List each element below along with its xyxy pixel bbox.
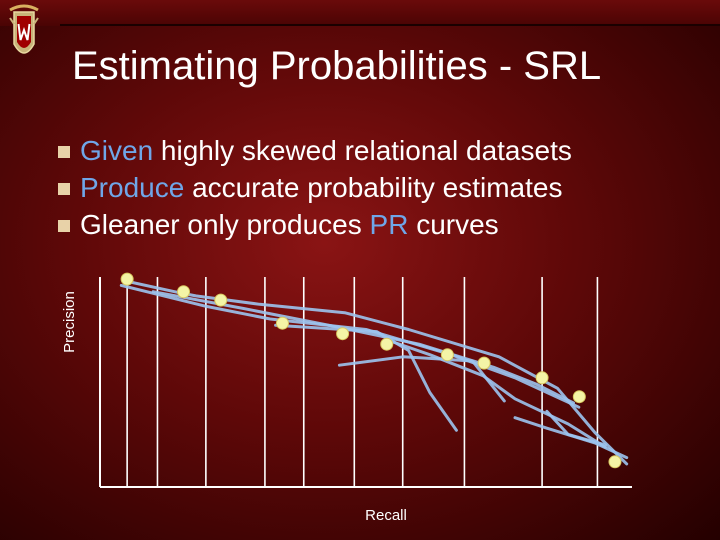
probability-point xyxy=(214,293,228,307)
pr-curve-line xyxy=(274,323,458,432)
probability-point xyxy=(120,272,134,286)
probability-point xyxy=(572,390,586,404)
bullet-text: accurate probability estimates xyxy=(184,172,563,203)
bullet-highlight: PR xyxy=(369,209,409,240)
pr-curve-line xyxy=(125,279,629,466)
pr-curve-line xyxy=(513,416,629,460)
chart-grid xyxy=(126,277,599,487)
bullet-item: Given highly skewed relational datasets xyxy=(58,132,572,169)
bullet-marker-icon xyxy=(58,146,70,158)
title-rule xyxy=(60,24,720,26)
bullet-item: Produce accurate probability estimates xyxy=(58,169,572,206)
bullet-text: highly skewed relational datasets xyxy=(153,135,572,166)
bullet-marker-icon xyxy=(58,183,70,195)
probability-point xyxy=(380,337,394,351)
top-bar xyxy=(0,0,720,26)
bullet-text: Gleaner only produces xyxy=(80,209,370,240)
probability-point xyxy=(336,327,350,341)
slide-title: Estimating Probabilities - SRL xyxy=(72,44,602,88)
pr-curves xyxy=(119,279,629,466)
probability-point xyxy=(608,455,622,469)
probability-point xyxy=(535,371,549,385)
bullet-text: curves xyxy=(408,209,499,240)
x-axis-label: Recall xyxy=(365,507,407,524)
bullet-highlight: Given xyxy=(80,135,154,166)
pr-curve-line xyxy=(337,355,506,403)
probability-points xyxy=(120,272,622,469)
probability-point xyxy=(177,285,191,299)
pr-curve-line xyxy=(385,338,607,449)
y-axis-label: Precision xyxy=(61,291,78,353)
pr-curve-line xyxy=(151,290,575,405)
bullet-marker-icon xyxy=(58,220,70,232)
probability-point xyxy=(275,316,289,330)
probability-point xyxy=(477,356,491,370)
pr-curve-line xyxy=(545,409,607,447)
bullet-highlight: Produce xyxy=(80,172,185,203)
bullet-list: Given highly skewed relational datasets … xyxy=(58,132,572,243)
pr-curve-line xyxy=(119,283,581,409)
university-crest-logo xyxy=(9,4,39,54)
bullet-item: Gleaner only produces PR curves xyxy=(58,206,572,243)
probability-point xyxy=(440,348,454,362)
